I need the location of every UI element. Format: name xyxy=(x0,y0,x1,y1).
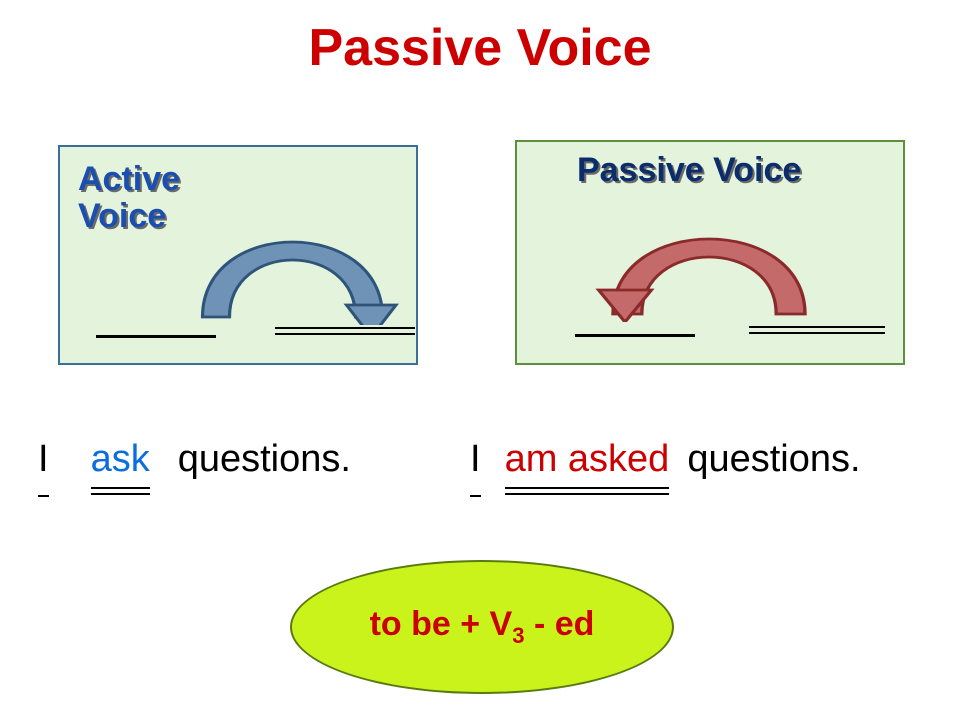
active-sentence: Iask questions. xyxy=(38,438,351,497)
arrow-left-icon xyxy=(589,202,829,322)
active-voice-box: Active Voice xyxy=(58,145,418,365)
passive-voice-box: Passive Voice xyxy=(515,140,905,365)
word: questions. xyxy=(687,438,860,495)
active-voice-label: Active Voice xyxy=(78,161,180,236)
formula-post: - ed xyxy=(525,605,595,643)
word: I xyxy=(470,438,481,497)
slide-title: Passive Voice xyxy=(0,18,960,78)
passive-sentence: Iam asked questions. xyxy=(470,438,861,497)
blank-double-line xyxy=(275,327,415,336)
word: ask xyxy=(91,438,150,495)
arrow-right-icon xyxy=(180,205,405,325)
word: I xyxy=(38,438,49,497)
slide-root: Passive Voice Active Voice Passive Voice… xyxy=(0,0,960,720)
formula-pre: to be + V xyxy=(370,605,513,643)
blank-single-line xyxy=(575,334,695,337)
blank-double-line xyxy=(749,326,885,335)
word: questions. xyxy=(178,438,351,495)
formula-sub: 3 xyxy=(512,623,524,648)
blank-single-line xyxy=(96,335,216,338)
passive-voice-label: Passive Voice xyxy=(577,152,801,189)
formula-ellipse: to be + V3 - ed xyxy=(290,560,674,694)
formula-text: to be + V3 - ed xyxy=(370,605,595,649)
word: am asked xyxy=(505,438,670,495)
